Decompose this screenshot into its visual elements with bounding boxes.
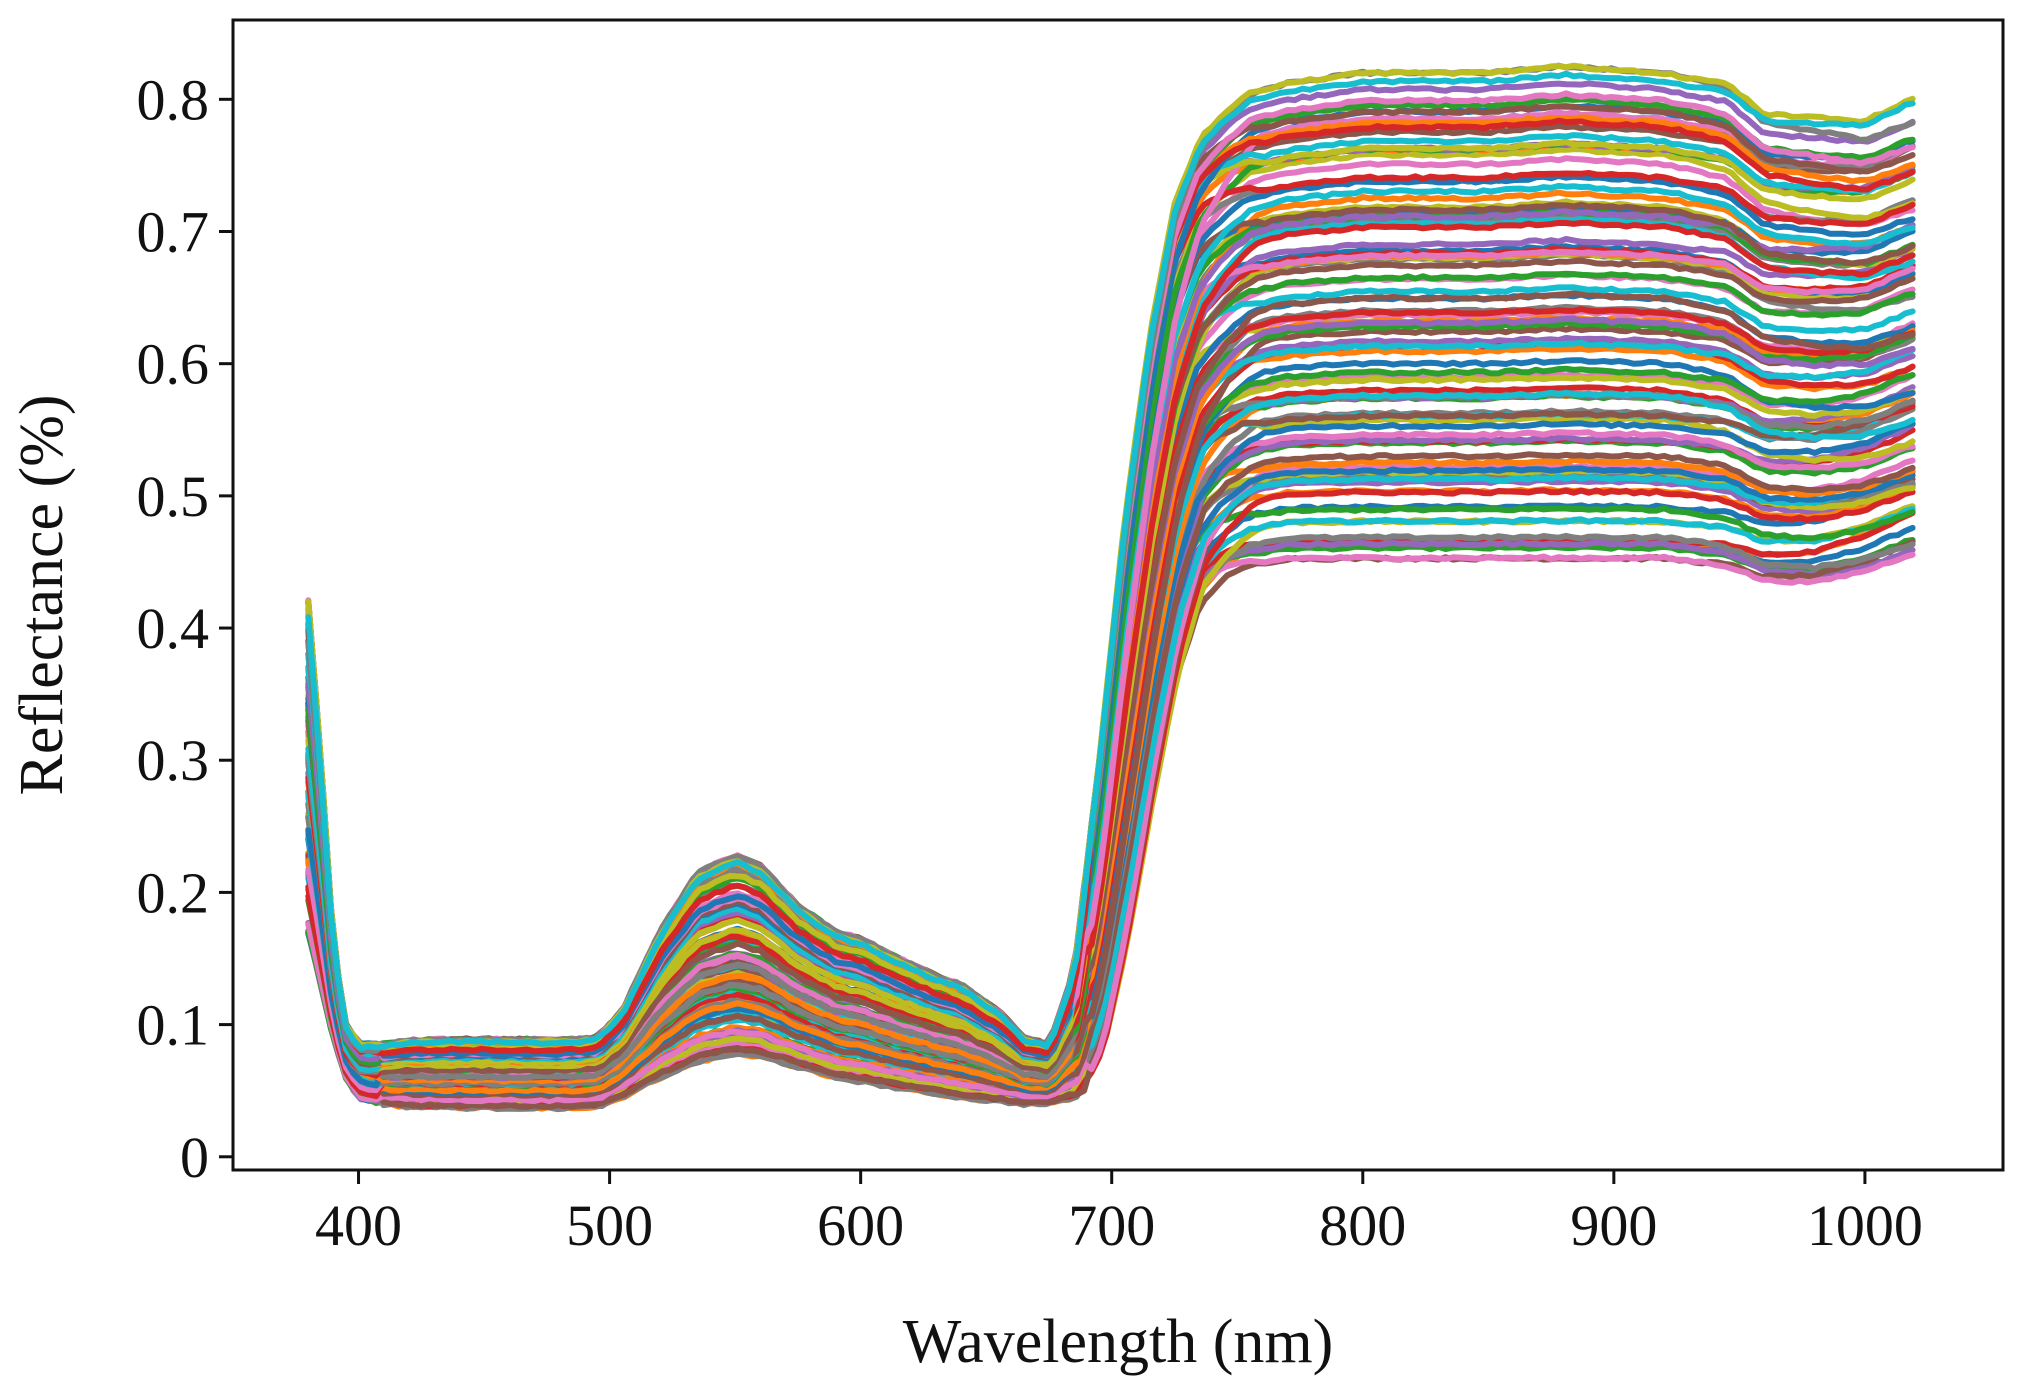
x-axis-title: Wavelength (nm) xyxy=(903,1308,1334,1376)
y-axis-title: Reflectance (%) xyxy=(8,394,76,795)
y-tick-label: 0.5 xyxy=(137,464,210,529)
x-tick-label: 500 xyxy=(566,1193,653,1258)
spectra-series-group xyxy=(305,62,1916,1113)
y-tick-label: 0.6 xyxy=(137,332,210,397)
y-tick-label: 0 xyxy=(180,1125,209,1190)
x-axis-ticks: 400 500 600 700 800 900 1000 xyxy=(315,1170,1923,1258)
y-axis-ticks: 0 0.1 0.2 0.3 0.4 0.5 0.6 0.7 0.8 xyxy=(137,67,233,1190)
x-tick-label: 700 xyxy=(1068,1193,1155,1258)
y-tick-label: 0.2 xyxy=(137,860,210,925)
x-tick-label: 800 xyxy=(1319,1193,1406,1258)
x-tick-label: 600 xyxy=(817,1193,904,1258)
y-tick-label: 0.8 xyxy=(137,67,210,132)
y-tick-label: 0.3 xyxy=(137,728,210,793)
spectrum-series-line xyxy=(305,70,1916,1052)
y-tick-label: 0.4 xyxy=(137,596,210,661)
x-tick-label: 400 xyxy=(315,1193,402,1258)
y-tick-label: 0.7 xyxy=(137,199,210,264)
x-tick-label: 900 xyxy=(1570,1193,1657,1258)
x-tick-label: 1000 xyxy=(1807,1193,1923,1258)
plot-frame xyxy=(231,18,2005,1172)
y-tick-label: 0.1 xyxy=(137,993,210,1058)
